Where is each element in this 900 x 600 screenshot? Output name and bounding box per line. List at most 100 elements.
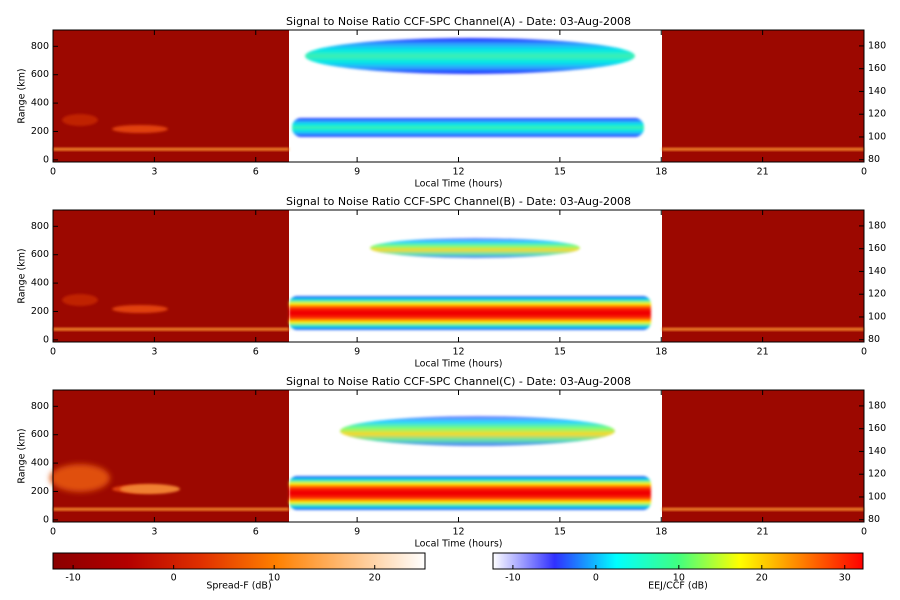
x-tick-label: 0 [50, 347, 56, 358]
y-axis-label: Range (km) [17, 428, 28, 483]
y2-tick-label: 140 [868, 266, 886, 277]
y2-tick-label: 120 [868, 469, 886, 480]
x-tick-label: 18 [655, 167, 667, 178]
y2-tick-label: 80 [868, 514, 880, 525]
y-tick-label: 800 [31, 221, 49, 232]
y2-tick-label: 100 [868, 311, 886, 322]
y-tick-label: 0 [43, 514, 49, 525]
panel-title: Signal to Noise Ratio CCF-SPC Channel(C)… [286, 375, 631, 388]
x-tick-label: 15 [554, 527, 566, 538]
y-tick-label: 200 [31, 486, 49, 497]
y-tick-label: 0 [43, 154, 49, 165]
y-axis-label: Range (km) [17, 68, 28, 123]
colorbar-tick-label: 0 [171, 573, 177, 584]
y-tick-label: 200 [31, 126, 49, 137]
x-tick-label: 6 [253, 527, 259, 538]
x-tick-label: 9 [354, 347, 360, 358]
x-tick-label: 6 [253, 167, 259, 178]
ccf-echo [292, 118, 644, 137]
x-axis-label: Local Time (hours) [414, 539, 502, 550]
x-tick-label: 0 [50, 527, 56, 538]
colorbar-tick-label: -10 [65, 573, 81, 584]
y-tick-label: 600 [31, 69, 49, 80]
y-tick-label: 400 [31, 458, 49, 469]
x-tick-label: 0 [861, 167, 867, 178]
ccf-echo [305, 38, 635, 74]
colorbar-label: EEJ/CCF (dB) [648, 581, 708, 592]
y2-tick-label: 180 [868, 220, 886, 231]
y-axis-label: Range (km) [17, 248, 28, 303]
trace-line [53, 328, 289, 331]
y2-tick-label: 80 [868, 154, 880, 165]
x-tick-label: 12 [452, 167, 464, 178]
y-tick-label: 600 [31, 429, 49, 440]
y2-tick-label: 180 [868, 40, 886, 51]
spread-f-echo [112, 125, 168, 133]
spread-f-echo [62, 294, 98, 306]
y2-tick-label: 140 [868, 446, 886, 457]
colorbar-tick-label: 10 [673, 573, 685, 584]
y2-tick-label: 140 [868, 86, 886, 97]
x-tick-label: 3 [151, 347, 157, 358]
x-tick-label: 0 [861, 527, 867, 538]
colorbar-tick-label: 30 [839, 573, 851, 584]
y-tick-label: 400 [31, 98, 49, 109]
y2-tick-label: 160 [868, 243, 886, 254]
y2-tick-label: 160 [868, 63, 886, 74]
y-tick-label: 800 [31, 41, 49, 52]
ccf-echo [340, 416, 615, 446]
spread-f-echo [120, 484, 180, 494]
y2-tick-label: 120 [868, 109, 886, 120]
y-tick-label: 200 [31, 306, 49, 317]
x-axis-label: Local Time (hours) [414, 359, 502, 370]
echoes [50, 416, 864, 511]
echoes [53, 238, 864, 331]
x-tick-label: 3 [151, 167, 157, 178]
trace-line [662, 148, 864, 151]
x-tick-label: 15 [554, 347, 566, 358]
colorbar-tick-label: 20 [756, 573, 768, 584]
x-tick-label: 18 [655, 527, 667, 538]
spread-f-echo [112, 305, 168, 313]
eej-echo [289, 476, 651, 510]
y2-tick-label: 160 [868, 423, 886, 434]
y2-tick-label: 120 [868, 289, 886, 300]
x-tick-label: 0 [861, 347, 867, 358]
colorbar-tick-label: 10 [268, 573, 280, 584]
x-tick-label: 15 [554, 167, 566, 178]
x-tick-label: 9 [354, 167, 360, 178]
spread-f-echo [62, 114, 98, 126]
colorbar-label: Spread-F (dB) [206, 581, 271, 592]
x-tick-label: 12 [452, 347, 464, 358]
x-tick-label: 21 [757, 167, 769, 178]
y-tick-label: 600 [31, 249, 49, 260]
colorbar [492, 552, 864, 570]
x-tick-label: 21 [757, 347, 769, 358]
trace-line [53, 508, 289, 511]
colorbar-tick-label: 20 [369, 573, 381, 584]
y2-tick-label: 100 [868, 491, 886, 502]
x-tick-label: 12 [452, 527, 464, 538]
y2-tick-label: 80 [868, 334, 880, 345]
panel-title: Signal to Noise Ratio CCF-SPC Channel(A)… [286, 15, 631, 28]
y-tick-label: 800 [31, 401, 49, 412]
echoes [53, 38, 864, 151]
ccf-echo [370, 238, 580, 258]
y-tick-label: 0 [43, 334, 49, 345]
x-tick-label: 3 [151, 527, 157, 538]
x-tick-label: 18 [655, 347, 667, 358]
colorbar-tick-label: -10 [505, 573, 521, 584]
x-tick-label: 6 [253, 347, 259, 358]
y-tick-label: 400 [31, 278, 49, 289]
trace-line [53, 148, 289, 151]
panel-title: Signal to Noise Ratio CCF-SPC Channel(B)… [286, 195, 631, 208]
y2-tick-label: 100 [868, 131, 886, 142]
x-tick-label: 9 [354, 527, 360, 538]
colorbar-tick-label: 0 [593, 573, 599, 584]
x-tick-label: 21 [757, 527, 769, 538]
eej-echo [289, 296, 651, 330]
trace-line [662, 328, 864, 331]
y2-tick-label: 180 [868, 400, 886, 411]
colorbar [52, 552, 426, 570]
